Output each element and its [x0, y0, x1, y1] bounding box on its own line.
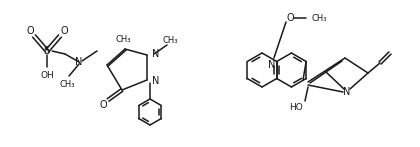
- Text: CH₃: CH₃: [312, 14, 328, 22]
- Text: CH₃: CH₃: [115, 35, 131, 44]
- Text: O: O: [60, 26, 68, 36]
- Text: O: O: [26, 26, 34, 36]
- Text: CH₃: CH₃: [162, 35, 178, 45]
- Text: N: N: [75, 57, 83, 67]
- Text: OH: OH: [40, 71, 54, 80]
- Text: S: S: [44, 46, 50, 56]
- Text: CH₃: CH₃: [59, 80, 75, 88]
- Text: N: N: [343, 87, 351, 97]
- Text: O: O: [286, 13, 294, 23]
- Text: N: N: [152, 76, 159, 86]
- Text: N: N: [152, 49, 159, 59]
- Text: O: O: [99, 100, 107, 110]
- Text: HO: HO: [289, 103, 303, 112]
- Text: N: N: [268, 60, 276, 70]
